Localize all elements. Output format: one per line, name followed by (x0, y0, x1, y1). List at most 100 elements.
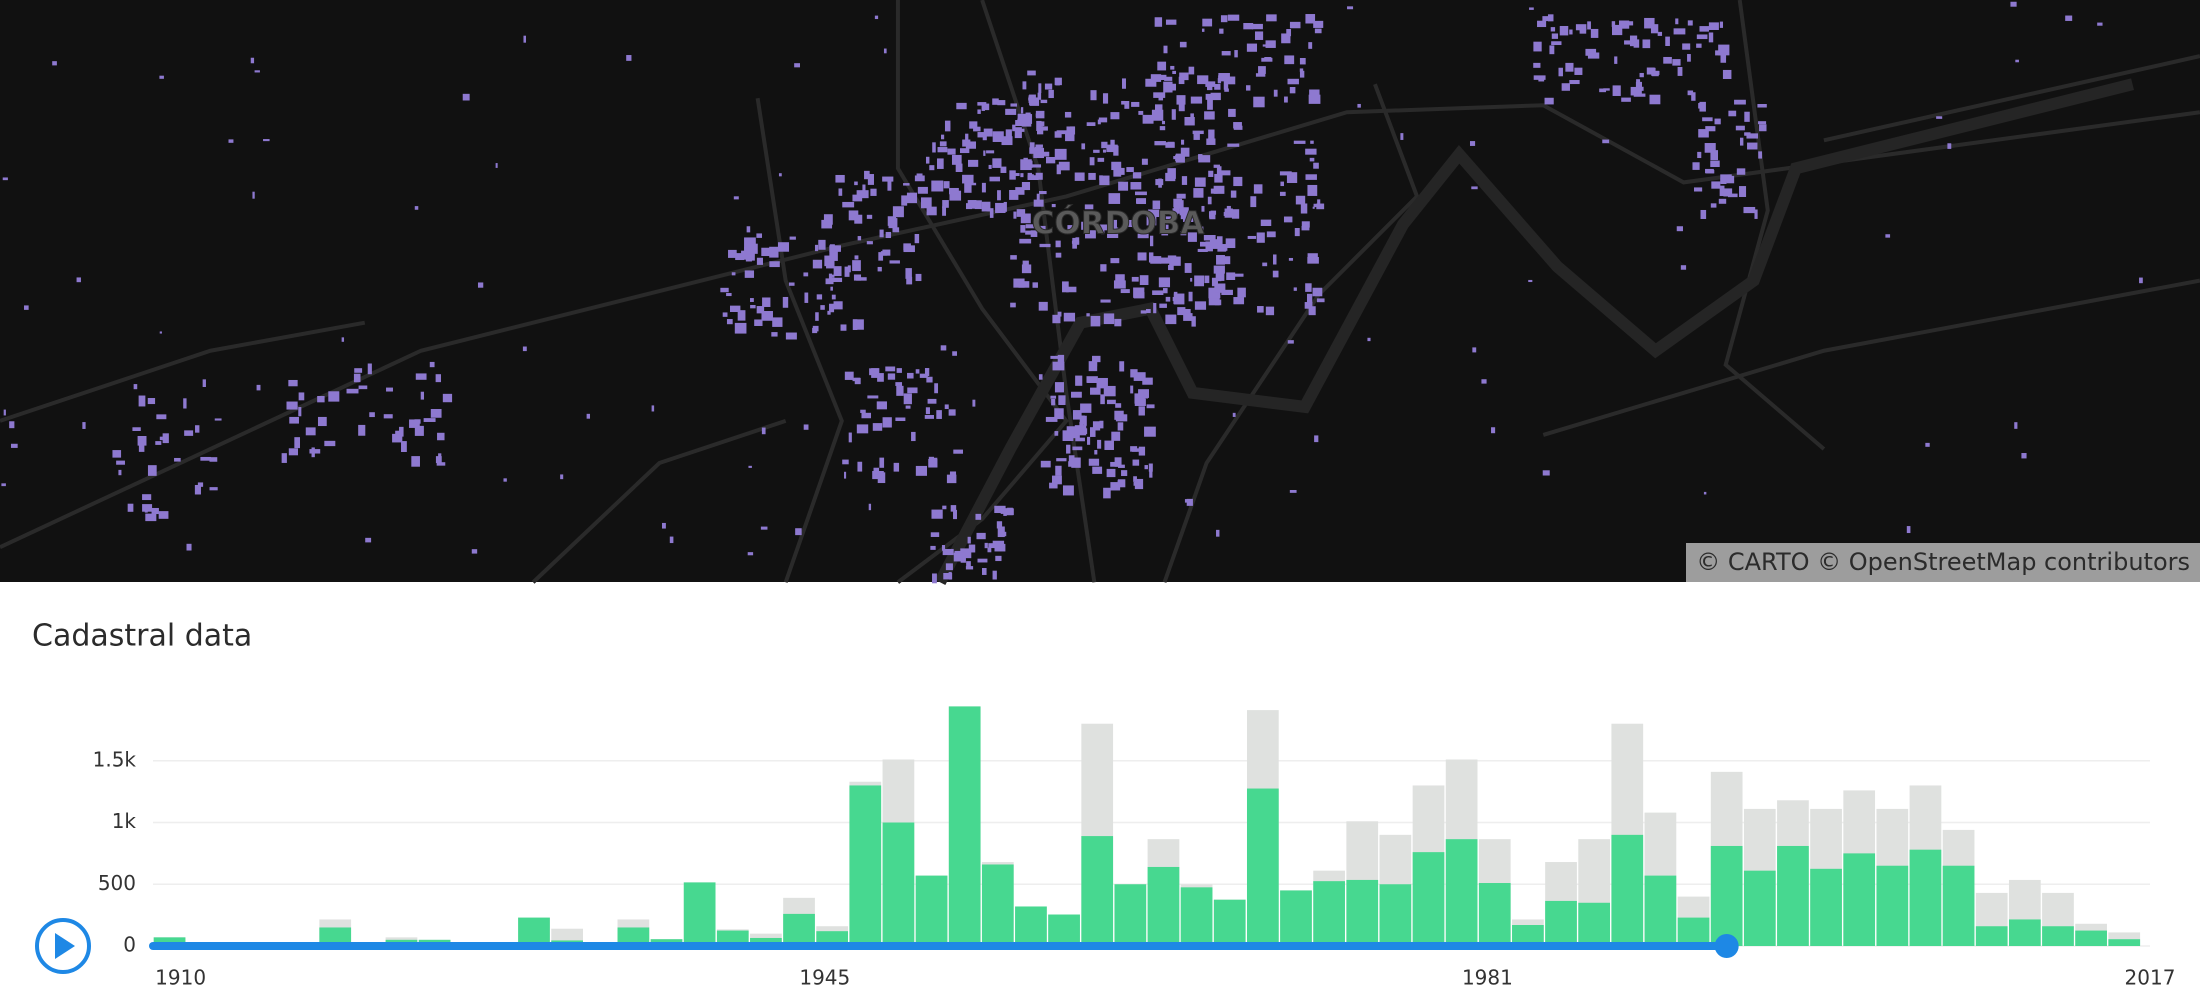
building (1272, 270, 1279, 278)
building (877, 266, 882, 272)
building (1134, 191, 1147, 196)
building (848, 432, 852, 443)
building (1051, 398, 1056, 406)
building (1710, 203, 1717, 208)
building (969, 182, 977, 186)
building (1155, 179, 1164, 186)
building (358, 385, 368, 390)
building (1159, 303, 1167, 308)
building (812, 327, 818, 334)
building (1113, 145, 1119, 156)
building (1106, 468, 1116, 478)
map[interactable] (0, 0, 2200, 586)
building (1117, 480, 1124, 485)
building (1188, 291, 1193, 302)
building (1016, 209, 1026, 217)
building (911, 431, 916, 442)
building (1020, 107, 1024, 114)
building (917, 186, 928, 194)
building (860, 409, 866, 413)
building (1052, 361, 1065, 371)
building (1019, 238, 1032, 244)
building (879, 457, 885, 468)
building (200, 456, 211, 461)
building (1718, 44, 1730, 56)
building (1704, 143, 1716, 153)
building (1163, 81, 1173, 93)
building (761, 247, 770, 257)
building (1630, 86, 1642, 96)
chart-title: Cadastral data (32, 619, 252, 654)
building (1299, 68, 1304, 72)
building (1251, 23, 1263, 30)
building (1015, 187, 1025, 195)
building (1072, 446, 1083, 451)
building (983, 128, 993, 137)
building (951, 154, 962, 165)
building (1110, 482, 1121, 491)
building (9, 421, 15, 429)
building (1698, 129, 1709, 138)
building (1101, 141, 1108, 149)
building (1048, 89, 1054, 99)
building (895, 382, 903, 386)
building (1211, 277, 1218, 287)
building (953, 552, 966, 562)
building (1224, 88, 1229, 92)
building (885, 231, 892, 239)
building (1086, 313, 1090, 317)
building (1190, 96, 1203, 104)
building (365, 537, 372, 543)
building (1100, 264, 1107, 272)
building (1699, 101, 1706, 112)
building (982, 103, 990, 111)
building (905, 405, 911, 409)
building (1256, 232, 1265, 243)
building (987, 547, 992, 553)
building (812, 259, 823, 269)
building (1310, 140, 1314, 144)
building (118, 469, 122, 476)
building (1682, 43, 1691, 50)
building (878, 252, 884, 261)
building (962, 174, 974, 184)
x-tick-label: 2017 (2125, 966, 2176, 990)
building (788, 282, 795, 286)
building (1710, 160, 1720, 168)
building (1642, 39, 1651, 49)
bar (1445, 839, 1478, 946)
y-tick-label: 1.5k (93, 747, 137, 771)
building (1199, 241, 1209, 247)
building (2015, 59, 2019, 63)
building (1266, 14, 1277, 22)
building (1636, 79, 1641, 84)
building (1265, 40, 1276, 48)
building (956, 102, 967, 110)
slider-handle[interactable] (1714, 934, 1739, 958)
building (1005, 129, 1012, 139)
attribution[interactable]: © CARTO © OpenStreetMap contributors (1696, 548, 2190, 576)
bar (1015, 906, 1047, 946)
building (992, 131, 1004, 142)
building (1587, 21, 1591, 30)
bar (1478, 883, 1511, 946)
building (777, 242, 790, 252)
road (1823, 54, 2200, 143)
building (762, 297, 771, 307)
building (1056, 130, 1067, 135)
building (669, 536, 674, 544)
building (1723, 188, 1733, 197)
building (1110, 258, 1120, 264)
building (1542, 16, 1550, 22)
building (186, 543, 192, 551)
building (142, 494, 152, 501)
building (1063, 312, 1076, 322)
building (184, 430, 194, 436)
building (1010, 190, 1015, 199)
building (1062, 485, 1074, 496)
building (1051, 475, 1062, 485)
building (1180, 147, 1190, 157)
building (745, 254, 752, 262)
building (1102, 93, 1109, 104)
building (1110, 139, 1115, 147)
